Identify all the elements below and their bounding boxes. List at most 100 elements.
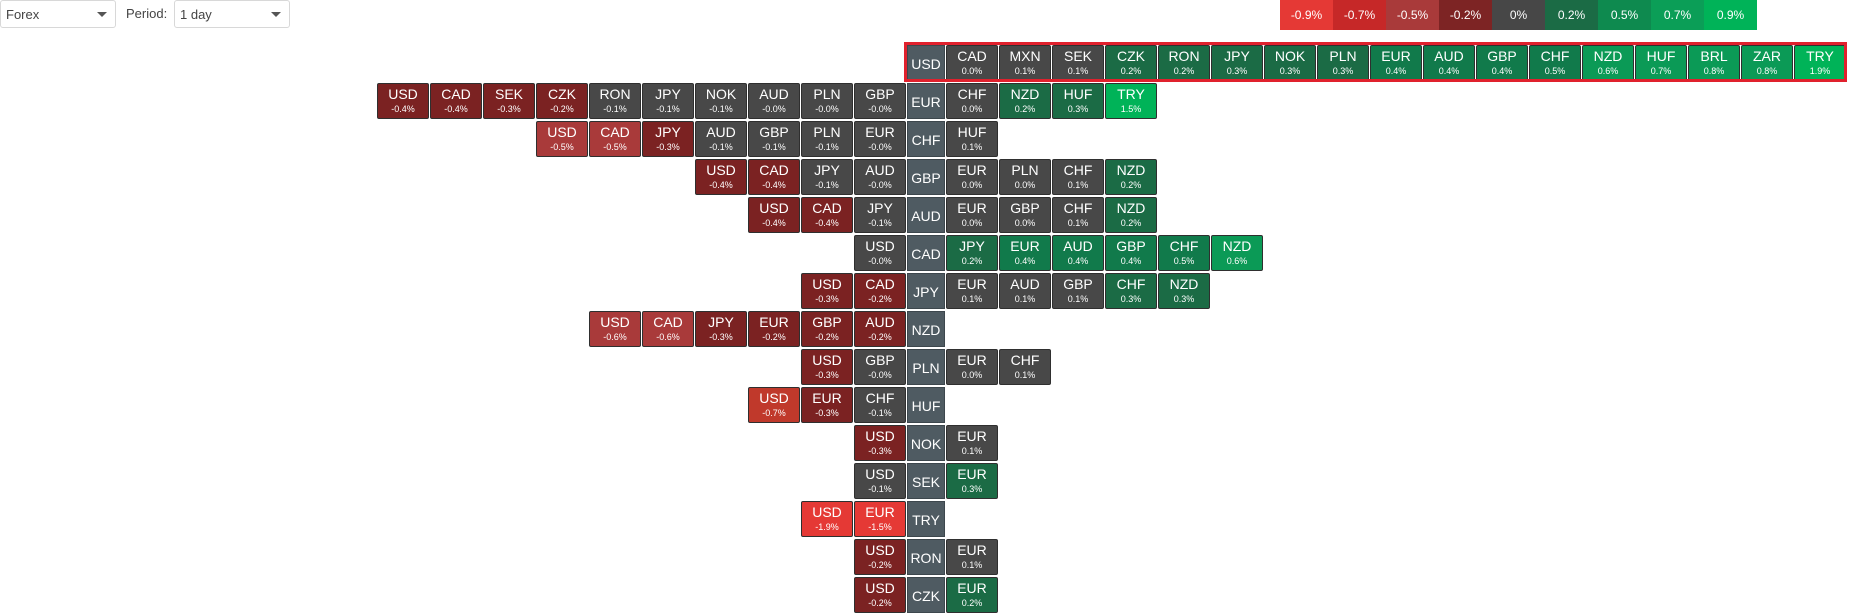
pair-cell-chf-pln[interactable]: PLN -0.1% [801, 121, 853, 157]
pair-cell-nok-usd[interactable]: USD -0.3% [854, 425, 906, 461]
pair-cell-gbp-nzd[interactable]: NZD 0.2% [1105, 159, 1157, 195]
pair-cell-usd-aud[interactable]: AUD 0.4% [1423, 45, 1475, 81]
base-currency-nzd[interactable]: NZD [907, 311, 945, 347]
pair-cell-usd-brl[interactable]: BRL 0.8% [1688, 45, 1740, 81]
pair-cell-nzd-aud[interactable]: AUD -0.2% [854, 311, 906, 347]
pair-cell-jpy-aud[interactable]: AUD 0.1% [999, 273, 1051, 309]
base-currency-aud[interactable]: AUD [907, 197, 945, 233]
pair-cell-ron-usd[interactable]: USD -0.2% [854, 539, 906, 575]
pair-cell-pln-chf[interactable]: CHF 0.1% [999, 349, 1051, 385]
pair-cell-eur-aud[interactable]: AUD -0.0% [748, 83, 800, 119]
pair-cell-czk-eur[interactable]: EUR 0.2% [946, 577, 998, 613]
pair-cell-chf-jpy[interactable]: JPY -0.3% [642, 121, 694, 157]
base-currency-huf[interactable]: HUF [907, 387, 945, 423]
base-currency-chf[interactable]: CHF [907, 121, 945, 157]
pair-cell-nzd-gbp[interactable]: GBP -0.2% [801, 311, 853, 347]
pair-cell-chf-eur[interactable]: EUR -0.0% [854, 121, 906, 157]
pair-cell-aud-eur[interactable]: EUR 0.0% [946, 197, 998, 233]
pair-cell-czk-usd[interactable]: USD -0.2% [854, 577, 906, 613]
pair-cell-chf-usd[interactable]: USD -0.5% [536, 121, 588, 157]
pair-cell-cad-nzd[interactable]: NZD 0.6% [1211, 235, 1263, 271]
pair-cell-eur-usd[interactable]: USD -0.4% [377, 83, 429, 119]
pair-cell-eur-czk[interactable]: CZK -0.2% [536, 83, 588, 119]
base-currency-ron[interactable]: RON [907, 539, 945, 575]
pair-cell-jpy-cad[interactable]: CAD -0.2% [854, 273, 906, 309]
pair-cell-eur-try[interactable]: TRY 1.5% [1105, 83, 1157, 119]
pair-cell-cad-chf[interactable]: CHF 0.5% [1158, 235, 1210, 271]
pair-cell-sek-eur[interactable]: EUR 0.3% [946, 463, 998, 499]
pair-cell-nzd-eur[interactable]: EUR -0.2% [748, 311, 800, 347]
base-currency-jpy[interactable]: JPY [907, 273, 945, 309]
pair-cell-usd-mxn[interactable]: MXN 0.1% [999, 45, 1051, 81]
pair-cell-try-usd[interactable]: USD -1.9% [801, 501, 853, 537]
pair-cell-usd-try[interactable]: TRY 1.9% [1794, 45, 1846, 81]
pair-cell-nzd-jpy[interactable]: JPY -0.3% [695, 311, 747, 347]
pair-cell-nzd-cad[interactable]: CAD -0.6% [642, 311, 694, 347]
pair-cell-usd-zar[interactable]: ZAR 0.8% [1741, 45, 1793, 81]
pair-cell-eur-sek[interactable]: SEK -0.3% [483, 83, 535, 119]
pair-cell-usd-nok[interactable]: NOK 0.3% [1264, 45, 1316, 81]
pair-cell-eur-pln[interactable]: PLN -0.0% [801, 83, 853, 119]
pair-cell-jpy-usd[interactable]: USD -0.3% [801, 273, 853, 309]
pair-cell-chf-aud[interactable]: AUD -0.1% [695, 121, 747, 157]
pair-cell-chf-cad[interactable]: CAD -0.5% [589, 121, 641, 157]
pair-cell-usd-ron[interactable]: RON 0.2% [1158, 45, 1210, 81]
base-currency-gbp[interactable]: GBP [907, 159, 945, 195]
pair-cell-aud-cad[interactable]: CAD -0.4% [801, 197, 853, 233]
pair-cell-chf-gbp[interactable]: GBP -0.1% [748, 121, 800, 157]
base-currency-czk[interactable]: CZK [907, 577, 945, 613]
pair-cell-eur-chf[interactable]: CHF 0.0% [946, 83, 998, 119]
pair-cell-eur-jpy[interactable]: JPY -0.1% [642, 83, 694, 119]
pair-cell-aud-chf[interactable]: CHF 0.1% [1052, 197, 1104, 233]
pair-cell-usd-huf[interactable]: HUF 0.7% [1635, 45, 1687, 81]
pair-cell-huf-usd[interactable]: USD -0.7% [748, 387, 800, 423]
pair-cell-gbp-cad[interactable]: CAD -0.4% [748, 159, 800, 195]
pair-cell-usd-cad[interactable]: CAD 0.0% [946, 45, 998, 81]
pair-cell-cad-aud[interactable]: AUD 0.4% [1052, 235, 1104, 271]
pair-cell-huf-eur[interactable]: EUR -0.3% [801, 387, 853, 423]
base-currency-nok[interactable]: NOK [907, 425, 945, 461]
pair-cell-huf-chf[interactable]: CHF -0.1% [854, 387, 906, 423]
base-currency-pln[interactable]: PLN [907, 349, 945, 385]
pair-cell-eur-nok[interactable]: NOK -0.1% [695, 83, 747, 119]
pair-cell-pln-eur[interactable]: EUR 0.0% [946, 349, 998, 385]
pair-cell-usd-pln[interactable]: PLN 0.3% [1317, 45, 1369, 81]
pair-cell-aud-usd[interactable]: USD -0.4% [748, 197, 800, 233]
pair-cell-eur-gbp[interactable]: GBP -0.0% [854, 83, 906, 119]
pair-cell-jpy-chf[interactable]: CHF 0.3% [1105, 273, 1157, 309]
pair-cell-gbp-eur[interactable]: EUR 0.0% [946, 159, 998, 195]
pair-cell-cad-gbp[interactable]: GBP 0.4% [1105, 235, 1157, 271]
pair-cell-eur-cad[interactable]: CAD -0.4% [430, 83, 482, 119]
pair-cell-cad-eur[interactable]: EUR 0.4% [999, 235, 1051, 271]
base-currency-try[interactable]: TRY [907, 501, 945, 537]
pair-cell-sek-usd[interactable]: USD -0.1% [854, 463, 906, 499]
pair-cell-gbp-jpy[interactable]: JPY -0.1% [801, 159, 853, 195]
base-currency-eur[interactable]: EUR [907, 83, 945, 119]
pair-cell-try-eur[interactable]: EUR -1.5% [854, 501, 906, 537]
pair-cell-cad-jpy[interactable]: JPY 0.2% [946, 235, 998, 271]
pair-cell-gbp-chf[interactable]: CHF 0.1% [1052, 159, 1104, 195]
base-currency-sek[interactable]: SEK [907, 463, 945, 499]
pair-cell-nzd-usd[interactable]: USD -0.6% [589, 311, 641, 347]
pair-cell-jpy-eur[interactable]: EUR 0.1% [946, 273, 998, 309]
pair-cell-jpy-nzd[interactable]: NZD 0.3% [1158, 273, 1210, 309]
pair-cell-usd-nzd[interactable]: NZD 0.6% [1582, 45, 1634, 81]
pair-cell-cad-usd[interactable]: USD -0.0% [854, 235, 906, 271]
pair-cell-aud-gbp[interactable]: GBP 0.0% [999, 197, 1051, 233]
pair-cell-aud-jpy[interactable]: JPY -0.1% [854, 197, 906, 233]
pair-cell-usd-chf[interactable]: CHF 0.5% [1529, 45, 1581, 81]
period-select[interactable]: 1 day [174, 0, 290, 28]
pair-cell-usd-sek[interactable]: SEK 0.1% [1052, 45, 1104, 81]
pair-cell-eur-huf[interactable]: HUF 0.3% [1052, 83, 1104, 119]
pair-cell-usd-jpy[interactable]: JPY 0.3% [1211, 45, 1263, 81]
pair-cell-chf-huf[interactable]: HUF 0.1% [946, 121, 998, 157]
base-currency-cad[interactable]: CAD [907, 235, 945, 271]
pair-cell-pln-gbp[interactable]: GBP -0.0% [854, 349, 906, 385]
pair-cell-eur-nzd[interactable]: NZD 0.2% [999, 83, 1051, 119]
pair-cell-gbp-usd[interactable]: USD -0.4% [695, 159, 747, 195]
market-select[interactable]: Forex [0, 0, 116, 28]
pair-cell-usd-czk[interactable]: CZK 0.2% [1105, 45, 1157, 81]
base-currency-usd[interactable]: USD [907, 45, 945, 81]
pair-cell-eur-ron[interactable]: RON -0.1% [589, 83, 641, 119]
pair-cell-usd-eur[interactable]: EUR 0.4% [1370, 45, 1422, 81]
